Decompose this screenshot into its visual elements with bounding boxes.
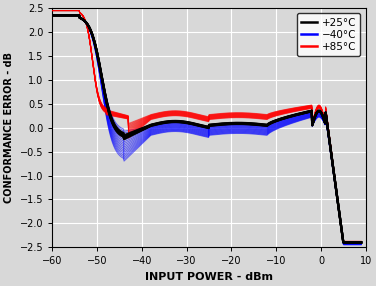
X-axis label: INPUT POWER - dBm: INPUT POWER - dBm: [145, 272, 273, 282]
Legend: +25°C, −40°C, +85°C: +25°C, −40°C, +85°C: [297, 13, 361, 56]
Y-axis label: CONFORMANCE ERROR - dB: CONFORMANCE ERROR - dB: [4, 52, 14, 203]
